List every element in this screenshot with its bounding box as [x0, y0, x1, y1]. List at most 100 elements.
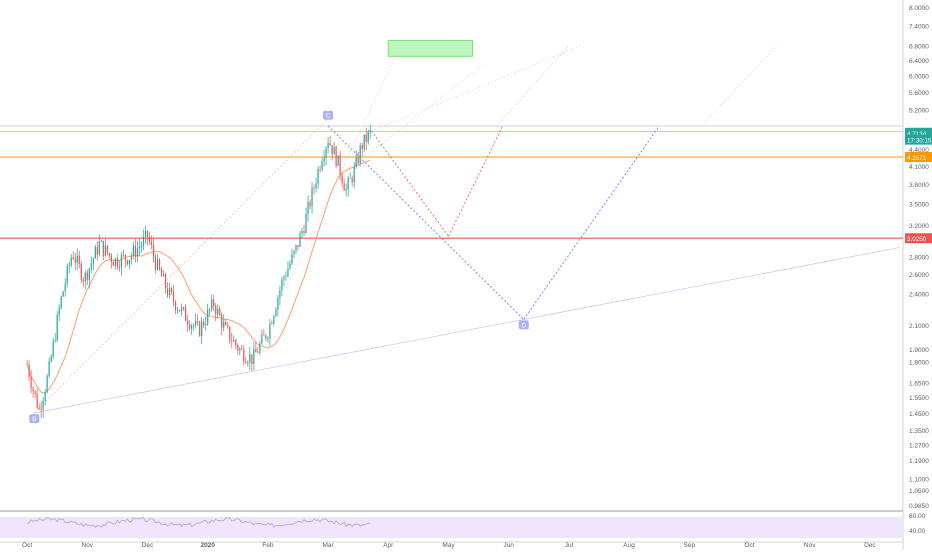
candle-body[interactable]: [42, 400, 44, 410]
candle-body[interactable]: [273, 315, 275, 324]
candle-body[interactable]: [325, 148, 327, 158]
candle-body[interactable]: [297, 245, 299, 247]
candle-body[interactable]: [134, 245, 137, 257]
candle-body[interactable]: [259, 343, 261, 353]
candle-body[interactable]: [315, 183, 317, 188]
candle-body[interactable]: [112, 262, 114, 266]
candle-body[interactable]: [176, 309, 179, 311]
candle-body[interactable]: [261, 334, 263, 344]
candle-body[interactable]: [209, 309, 211, 311]
candle-body[interactable]: [36, 393, 38, 408]
candle-body[interactable]: [263, 334, 265, 336]
candle-body[interactable]: [267, 338, 269, 340]
pattern-point-badge[interactable]: [29, 414, 40, 424]
candle-body[interactable]: [183, 307, 185, 308]
candle-body[interactable]: [215, 306, 217, 315]
candle-body[interactable]: [50, 356, 52, 362]
projection-ray[interactable]: [701, 45, 777, 127]
candle-body[interactable]: [271, 323, 273, 325]
alt-leg-up[interactable]: [448, 125, 504, 237]
candle-body[interactable]: [365, 134, 367, 142]
candle-body[interactable]: [178, 309, 181, 312]
candle-body[interactable]: [26, 364, 28, 366]
candle-body[interactable]: [72, 257, 74, 260]
candle-body[interactable]: [341, 174, 343, 184]
candle-body[interactable]: [78, 255, 80, 264]
candle-body[interactable]: [285, 276, 287, 278]
candle-body[interactable]: [283, 277, 285, 280]
candle-body[interactable]: [243, 349, 245, 362]
candle-body[interactable]: [193, 325, 195, 327]
candle-body[interactable]: [44, 391, 46, 401]
candle-body[interactable]: [94, 246, 96, 259]
candle-body[interactable]: [60, 296, 62, 308]
candle-body[interactable]: [351, 178, 353, 183]
candle-body[interactable]: [90, 263, 92, 269]
candle-body[interactable]: [357, 157, 359, 164]
candle-body[interactable]: [120, 254, 123, 268]
candle-body[interactable]: [299, 233, 301, 247]
price-axis-label[interactable]: [905, 233, 932, 244]
candle-body[interactable]: [361, 145, 363, 150]
candle-body[interactable]: [201, 321, 203, 336]
candle-body[interactable]: [52, 340, 54, 357]
candle-body[interactable]: [235, 339, 237, 346]
candle-body[interactable]: [114, 258, 116, 266]
candle-body[interactable]: [279, 289, 281, 298]
candle-body[interactable]: [337, 155, 339, 166]
candle-body[interactable]: [130, 255, 133, 260]
candle-body[interactable]: [291, 254, 293, 264]
candle-body[interactable]: [301, 231, 303, 234]
candle-body[interactable]: [54, 340, 56, 342]
candle-body[interactable]: [229, 327, 231, 341]
candle-body[interactable]: [369, 129, 371, 132]
candle-body[interactable]: [132, 245, 135, 256]
candle-body[interactable]: [136, 248, 139, 257]
candle-body[interactable]: [118, 266, 120, 268]
candle-body[interactable]: [321, 161, 323, 170]
candle-body[interactable]: [257, 352, 259, 354]
candle-body[interactable]: [152, 245, 155, 257]
candle-body[interactable]: [323, 157, 325, 162]
candle-body[interactable]: [327, 142, 329, 149]
candle-body[interactable]: [96, 246, 98, 255]
candle-body[interactable]: [110, 255, 112, 263]
candle-body[interactable]: [367, 131, 369, 142]
candle-body[interactable]: [102, 240, 104, 256]
candle-body[interactable]: [64, 283, 66, 292]
candle-body[interactable]: [353, 166, 355, 183]
candle-body[interactable]: [233, 339, 235, 342]
candle-body[interactable]: [313, 187, 315, 189]
candle-body[interactable]: [88, 268, 90, 281]
candle-body[interactable]: [339, 155, 341, 175]
candle-body[interactable]: [100, 240, 102, 242]
candle-body[interactable]: [189, 324, 191, 329]
projection-ray[interactable]: [496, 45, 570, 127]
candle-body[interactable]: [225, 321, 227, 325]
candle-body[interactable]: [144, 230, 147, 237]
candle-body[interactable]: [289, 263, 291, 269]
candle-body[interactable]: [303, 231, 305, 234]
pattern-leg-bc[interactable]: [34, 118, 329, 414]
candle-body[interactable]: [227, 324, 229, 328]
candle-body[interactable]: [62, 291, 64, 297]
candle-body[interactable]: [295, 245, 297, 251]
candle-body[interactable]: [86, 272, 88, 281]
candle-body[interactable]: [269, 323, 271, 339]
candle-body[interactable]: [58, 307, 60, 316]
price-axis-label[interactable]: [905, 127, 932, 138]
candle-body[interactable]: [205, 323, 207, 326]
candle-body[interactable]: [156, 259, 159, 270]
candle-body[interactable]: [207, 309, 209, 324]
candle-body[interactable]: [287, 268, 289, 277]
candle-body[interactable]: [197, 321, 199, 323]
rsi-line[interactable]: [27, 517, 371, 528]
candle-body[interactable]: [311, 187, 313, 207]
candle-body[interactable]: [40, 408, 42, 410]
candle-body[interactable]: [142, 236, 145, 246]
alt-leg-down[interactable]: [371, 130, 449, 237]
candle-body[interactable]: [359, 145, 361, 164]
candle-body[interactable]: [108, 253, 110, 256]
candle-body[interactable]: [32, 388, 34, 392]
